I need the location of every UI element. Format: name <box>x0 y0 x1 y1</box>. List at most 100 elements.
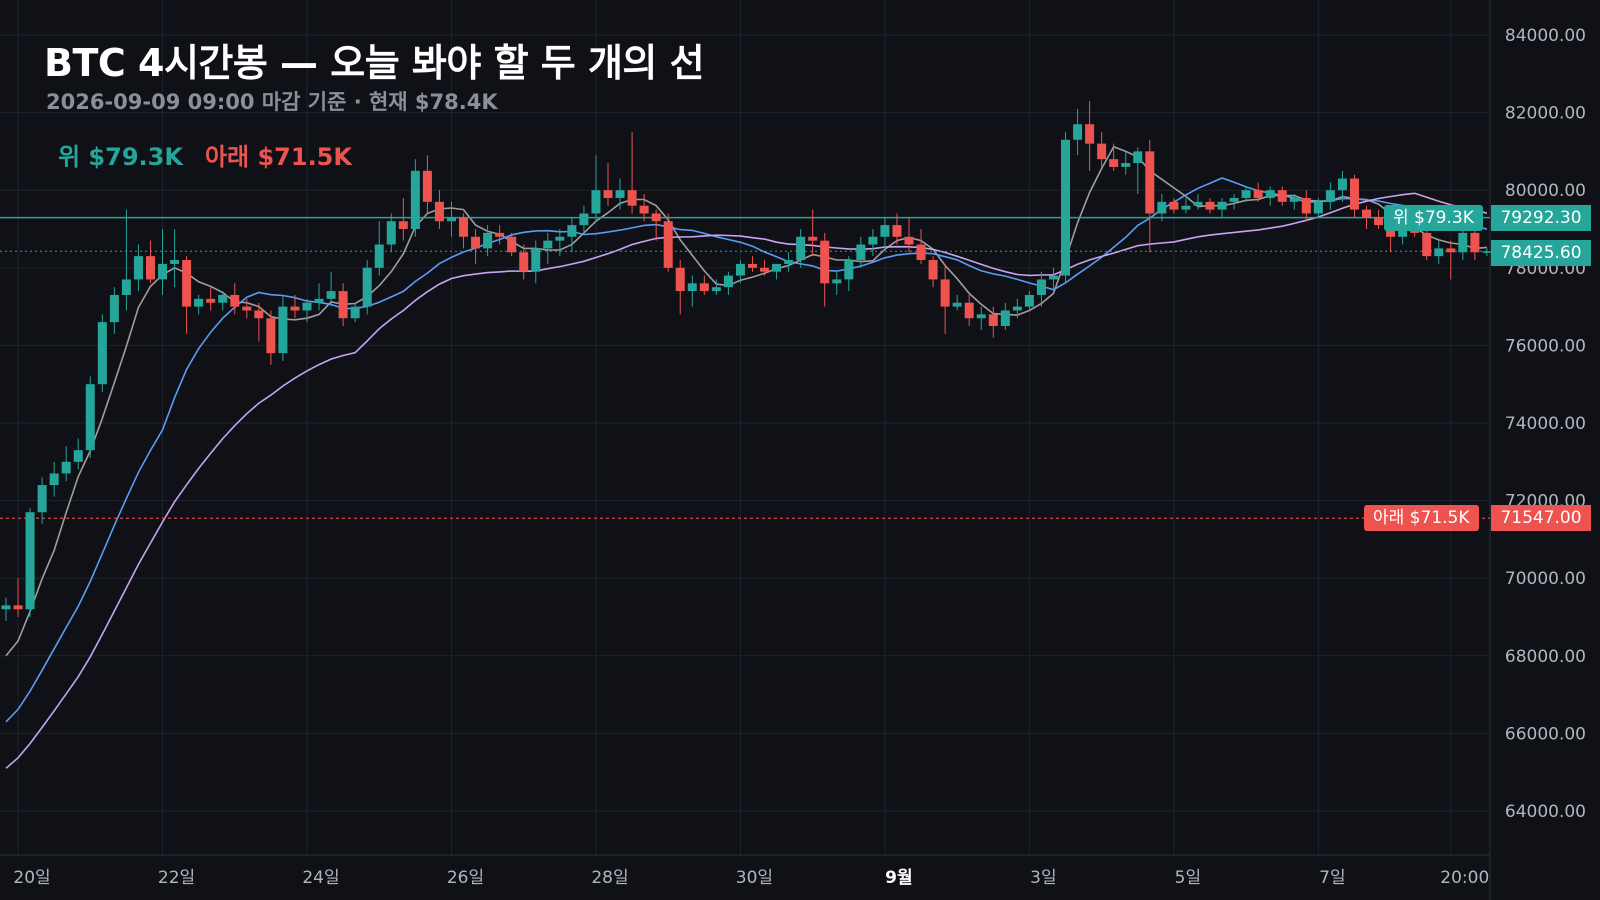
candle-body <box>952 302 962 307</box>
candle-body <box>820 240 830 284</box>
candle-body <box>651 213 661 222</box>
candle-body <box>25 512 35 610</box>
candle-body <box>73 450 83 462</box>
candle-body <box>410 170 420 229</box>
candle-body <box>555 236 565 241</box>
candle-body <box>1157 201 1167 214</box>
y-tick-label: 84000.00 <box>1505 26 1586 46</box>
y-tick-label: 64000.00 <box>1505 802 1586 822</box>
candle-body <box>49 473 59 486</box>
candle-body <box>386 221 396 245</box>
candle-body <box>1073 124 1083 140</box>
candle-body <box>338 291 348 319</box>
candle-body <box>1169 201 1179 210</box>
candle-body <box>362 267 372 307</box>
x-tick-label: 3일 <box>1030 868 1056 888</box>
candle-body <box>904 236 914 245</box>
x-tick-label: 26일 <box>447 868 484 888</box>
x-tick-label: 20일 <box>13 868 50 888</box>
ma-mid-line <box>5 177 1488 723</box>
candle-body <box>1349 178 1359 210</box>
candle-body <box>1470 232 1480 253</box>
candle-body <box>471 236 481 249</box>
candle-body <box>446 217 456 222</box>
candle-body <box>723 275 733 288</box>
candle-body <box>61 461 71 474</box>
x-tick-label: 22일 <box>158 868 195 888</box>
candle-body <box>218 294 228 303</box>
candle-body <box>675 267 685 292</box>
y-tick-label: 82000.00 <box>1505 104 1586 124</box>
y-tick-label: 80000.00 <box>1505 181 1586 201</box>
candle-body <box>543 240 553 249</box>
candle-body <box>928 260 938 280</box>
candle-body <box>350 306 360 319</box>
candle-body <box>1085 124 1095 144</box>
legend-upper-level: 위 $79.3K <box>58 143 183 171</box>
candle-body <box>868 236 878 245</box>
candle-body <box>1386 225 1396 237</box>
candle-body <box>1422 232 1432 257</box>
candle-body <box>579 213 589 226</box>
candle-body <box>567 225 577 237</box>
candle-body <box>1337 178 1347 191</box>
candle-body <box>507 236 517 253</box>
candle-body <box>230 294 240 307</box>
x-tick-label: 28일 <box>591 868 628 888</box>
y-tick-label: 68000.00 <box>1505 647 1586 667</box>
candle-body <box>627 190 637 206</box>
candle-body <box>639 205 649 214</box>
candle-body <box>121 279 131 295</box>
candle-body <box>1434 248 1444 257</box>
candle-body <box>1097 143 1107 160</box>
candle-body <box>302 302 312 311</box>
candle-body <box>880 225 890 237</box>
upper-price-axis-tag: 79292.30 <box>1491 204 1591 231</box>
candle-body <box>194 298 204 307</box>
candle-body <box>964 302 974 319</box>
x-tick-label: 7일 <box>1319 868 1345 888</box>
candle-body <box>290 306 300 311</box>
chart-subtitle: 2026-09-09 09:00 마감 기준 · 현재 $78.4K <box>46 90 498 114</box>
y-tick-label: 70000.00 <box>1505 569 1586 589</box>
candle-body <box>206 298 216 303</box>
candle-body <box>1241 190 1251 198</box>
candle-body <box>1325 190 1335 202</box>
candle-body <box>483 232 493 249</box>
candle-body <box>1301 197 1311 214</box>
candle-body <box>158 263 168 280</box>
legend-lower-level: 아래 $71.5K <box>204 143 352 171</box>
x-tick-label: 24일 <box>302 868 339 888</box>
candle-body <box>844 260 854 280</box>
candle-body <box>1265 190 1275 198</box>
x-tick-label: 5일 <box>1175 868 1201 888</box>
chart-title: BTC 4시간봉 — 오늘 봐야 할 두 개의 선 <box>44 41 705 85</box>
candle-body <box>1012 306 1022 311</box>
x-tick-label: 20:00 <box>1440 868 1489 888</box>
candle-body <box>699 283 709 292</box>
candle-body <box>1229 197 1239 202</box>
y-tick-label: 76000.00 <box>1505 336 1586 356</box>
candle-body <box>784 260 794 264</box>
candle-body <box>519 252 529 272</box>
candle-body <box>398 221 408 229</box>
candle-body <box>1482 251 1492 253</box>
candle-body <box>85 384 95 451</box>
candle-body <box>591 190 601 214</box>
candle-body <box>1 605 11 610</box>
x-tick-label: 30일 <box>736 868 773 888</box>
candle-body <box>326 291 336 299</box>
candle-body <box>1000 310 1010 326</box>
candle-body <box>940 279 950 307</box>
candle-body <box>1109 159 1119 167</box>
candle-body <box>242 306 252 311</box>
candle-body <box>1133 151 1143 164</box>
candle-body <box>663 221 673 268</box>
candle-body <box>109 294 119 323</box>
candle-body <box>615 190 625 198</box>
candle-body <box>1024 294 1034 307</box>
candle-body <box>145 256 155 280</box>
candle-body <box>314 298 324 303</box>
lower-level-tag: 아래 $71.5K <box>1364 505 1479 532</box>
